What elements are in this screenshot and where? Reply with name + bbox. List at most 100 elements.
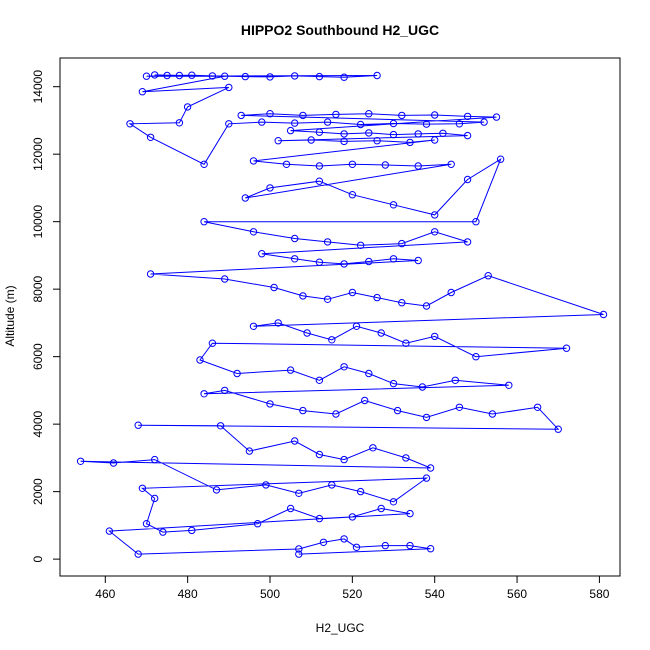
data-point <box>431 111 439 119</box>
data-point <box>472 218 480 226</box>
data-point <box>138 484 147 492</box>
data-point <box>332 410 340 418</box>
data-point <box>389 498 398 506</box>
data-point <box>295 550 303 558</box>
y-tick-label: 8000 <box>31 275 45 302</box>
data-point <box>138 88 147 96</box>
data-point <box>431 211 439 219</box>
data-point <box>356 487 365 496</box>
data-point <box>402 454 410 462</box>
data-point <box>142 520 151 528</box>
data-point <box>328 336 336 344</box>
data-point <box>389 201 398 209</box>
data-point <box>307 136 315 144</box>
data-point <box>323 238 332 246</box>
data-point <box>389 255 398 263</box>
data-point <box>393 406 402 415</box>
data-point <box>208 72 217 80</box>
data-point <box>389 130 398 139</box>
data-point <box>151 71 159 79</box>
data-point <box>200 218 208 226</box>
data-point <box>414 162 422 170</box>
data-point <box>455 403 464 411</box>
x-tick-label: 460 <box>95 587 115 601</box>
data-point <box>599 310 608 319</box>
data-point <box>422 413 431 422</box>
data-point <box>455 120 464 128</box>
data-point <box>266 400 274 408</box>
y-tick-label: 6000 <box>31 343 45 370</box>
data-point <box>146 133 155 142</box>
data-point <box>212 486 221 494</box>
data-point <box>146 270 155 278</box>
data-point <box>175 119 184 127</box>
data-point <box>315 376 324 384</box>
data-point <box>291 255 299 263</box>
data-point <box>398 111 406 120</box>
y-tick-label: 2000 <box>31 478 45 505</box>
data-point <box>188 526 196 535</box>
data-point <box>274 319 282 327</box>
data-point <box>398 299 406 307</box>
data-point <box>282 160 291 169</box>
data-point <box>340 535 348 543</box>
data-point <box>241 72 250 81</box>
data-point <box>126 120 134 128</box>
data-point <box>554 425 562 433</box>
data-point <box>381 541 389 550</box>
data-point <box>340 137 348 146</box>
data-point <box>151 494 159 503</box>
data-point <box>200 160 208 169</box>
data-point <box>258 118 266 126</box>
data-point <box>414 130 422 138</box>
data-point <box>463 238 472 246</box>
data-point <box>488 410 497 418</box>
data-point <box>352 322 361 330</box>
data-point <box>295 489 303 497</box>
data-point <box>315 72 324 81</box>
data-point <box>348 160 357 169</box>
data-point <box>266 184 274 192</box>
data-point <box>406 509 414 518</box>
data-point <box>286 126 295 135</box>
data-point <box>365 257 373 266</box>
data-point <box>237 111 245 120</box>
data-point <box>323 295 332 303</box>
data-point <box>270 283 278 292</box>
data-point <box>352 543 361 551</box>
data-point <box>422 474 431 482</box>
data-point <box>340 73 348 81</box>
data-point <box>439 129 447 138</box>
data-point <box>373 293 381 302</box>
x-tick-label: 520 <box>342 587 362 601</box>
y-tick-label: 12000 <box>31 137 45 171</box>
series-line <box>80 74 604 555</box>
data-point <box>365 110 373 118</box>
data-point <box>315 258 324 266</box>
data-point <box>295 545 303 553</box>
data-point <box>496 155 505 163</box>
data-point <box>463 131 472 140</box>
data-point <box>340 130 348 138</box>
data-point <box>253 520 262 528</box>
data-point <box>151 455 159 464</box>
x-axis-label: H2_UGC <box>316 621 365 635</box>
x-tick-label: 540 <box>425 587 445 601</box>
data-point <box>286 366 295 374</box>
data-point <box>328 481 336 489</box>
data-point <box>472 353 480 361</box>
data-point <box>389 379 398 388</box>
data-point <box>241 194 250 202</box>
data-point <box>369 444 377 452</box>
data-point <box>484 272 492 280</box>
data-point <box>175 71 184 80</box>
data-point <box>262 481 270 489</box>
data-point <box>266 110 274 118</box>
data-point <box>134 550 142 558</box>
data-point <box>323 118 332 126</box>
y-tick-label: 14000 <box>31 70 45 104</box>
data-point <box>377 329 385 337</box>
data-point <box>348 288 357 297</box>
data-point <box>303 329 311 337</box>
